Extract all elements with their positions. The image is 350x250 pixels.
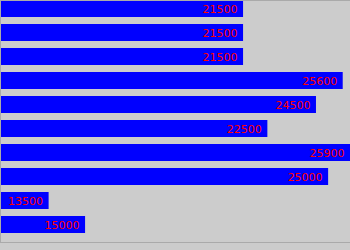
svg-text:25900: 25900 bbox=[310, 147, 345, 160]
svg-text:21500: 21500 bbox=[203, 51, 238, 64]
svg-text:24500: 24500 bbox=[275, 99, 310, 112]
svg-text:25000: 25000 bbox=[288, 171, 323, 184]
svg-text:25600: 25600 bbox=[302, 75, 337, 88]
svg-text:22500: 22500 bbox=[227, 123, 262, 136]
svg-text:15000: 15000 bbox=[45, 219, 80, 232]
svg-text:13500: 13500 bbox=[8, 195, 43, 208]
svg-text:21500: 21500 bbox=[203, 3, 238, 16]
svg-text:21500: 21500 bbox=[203, 27, 238, 40]
